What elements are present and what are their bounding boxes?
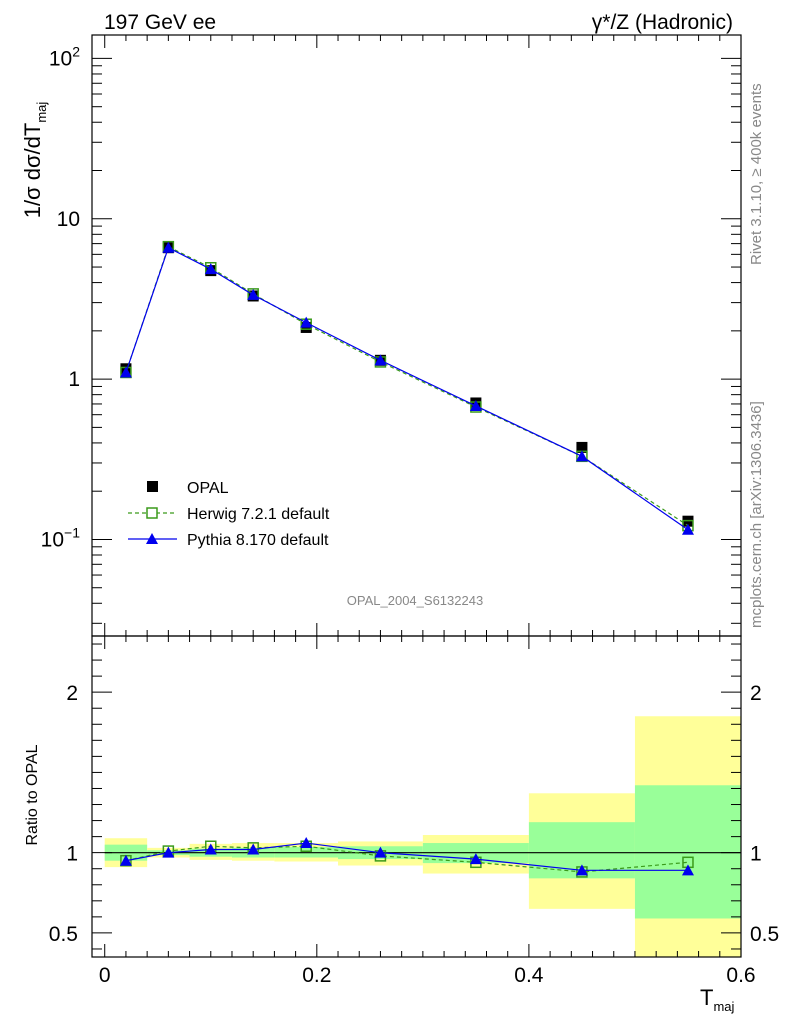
upper-point-pythia bbox=[681, 523, 694, 535]
x-tick-label: 0.4 bbox=[514, 964, 544, 987]
chart-title-left: 197 GeV ee bbox=[104, 11, 216, 34]
ratio-point-pythia bbox=[247, 843, 260, 855]
ratio-point-pythia bbox=[162, 846, 175, 858]
lower-y-axis-ticks: 0.5 0.5 1 1 2 2 bbox=[49, 643, 779, 950]
legend-label-pythia: Pythia 8.170 default bbox=[187, 532, 329, 549]
legend-marker-herwig bbox=[146, 507, 158, 519]
ratio-point-pythia bbox=[119, 854, 132, 866]
x-axis-ticks: 0 0.2 0.4 0.6 bbox=[99, 35, 756, 987]
y-tick-label: 1 bbox=[66, 843, 78, 866]
y-tick-label: 10 bbox=[57, 208, 80, 231]
y-tick-label-right: 2 bbox=[750, 682, 762, 705]
ratio-series-pythia bbox=[119, 837, 694, 876]
y-tick-label: 102 bbox=[49, 43, 80, 70]
upper-point-pythia bbox=[204, 263, 217, 275]
ratio-point-pythia bbox=[681, 864, 694, 876]
y-tick-label: 10−1 bbox=[41, 524, 81, 551]
legend-item-pythia: Pythia 8.170 default bbox=[128, 532, 329, 549]
upper-point-pythia bbox=[374, 354, 387, 366]
y-tick-label-right: 1 bbox=[750, 843, 762, 866]
y-tick-label: 0.5 bbox=[49, 923, 78, 946]
ratio-point-pythia bbox=[300, 837, 313, 849]
upper-line-herwig bbox=[125, 245, 689, 527]
legend-label-herwig: Herwig 7.2.1 default bbox=[187, 506, 330, 523]
y-tick-label: 1 bbox=[68, 368, 80, 391]
x-tick-label: 0.2 bbox=[302, 964, 331, 987]
legend: OPAL Herwig 7.2.1 default Pythia 8.170 d… bbox=[128, 480, 330, 549]
upper-point-pythia bbox=[575, 450, 588, 462]
ratio-uncertainty-bands bbox=[104, 716, 741, 957]
legend-item-herwig: Herwig 7.2.1 default bbox=[128, 506, 330, 523]
legend-marker-pythia bbox=[146, 533, 158, 544]
legend-item-opal: OPAL bbox=[147, 480, 229, 497]
upper-series-pythia bbox=[119, 241, 694, 535]
upper-point-opal bbox=[576, 441, 588, 453]
analysis-id-label: OPAL_2004_S6132243 bbox=[347, 593, 483, 608]
x-tick-label: 0 bbox=[99, 964, 111, 987]
upper-point-pythia bbox=[469, 399, 482, 411]
chart-title-right: γ*/Z (Hadronic) bbox=[592, 11, 733, 34]
upper-y-axis-ticks: 10−1 1 10 102 bbox=[41, 43, 741, 624]
mcplots-reference-label: mcplots.cern.ch [arXiv:1306.3436] bbox=[748, 401, 765, 628]
upper-y-axis-title: 1/σ dσ/dTmaj bbox=[20, 102, 49, 219]
y-tick-label-right: 0.5 bbox=[750, 923, 779, 946]
lower-plot-frame bbox=[91, 635, 742, 958]
ratio-line-herwig bbox=[125, 845, 689, 873]
upper-point-pythia bbox=[119, 366, 132, 378]
ratio-point-pythia bbox=[374, 846, 387, 858]
ratio-point-pythia bbox=[469, 853, 482, 865]
legend-marker-opal bbox=[147, 481, 158, 492]
ratio-point-pythia bbox=[204, 843, 217, 855]
rivet-version-label: Rivet 3.1.10, ≥ 400k events bbox=[748, 83, 765, 265]
upper-point-pythia bbox=[300, 316, 313, 328]
upper-point-pythia bbox=[162, 241, 175, 253]
x-tick-label: 0.6 bbox=[726, 964, 755, 987]
band-inner-8 bbox=[634, 785, 741, 919]
x-axis-title: Tmaj bbox=[700, 985, 735, 1014]
upper-point-pythia bbox=[247, 288, 260, 300]
legend-label-opal: OPAL bbox=[187, 480, 229, 497]
y-tick-label: 2 bbox=[66, 682, 78, 705]
lower-y-axis-title: Ratio to OPAL bbox=[24, 744, 41, 845]
ratio-point-pythia bbox=[575, 864, 588, 876]
